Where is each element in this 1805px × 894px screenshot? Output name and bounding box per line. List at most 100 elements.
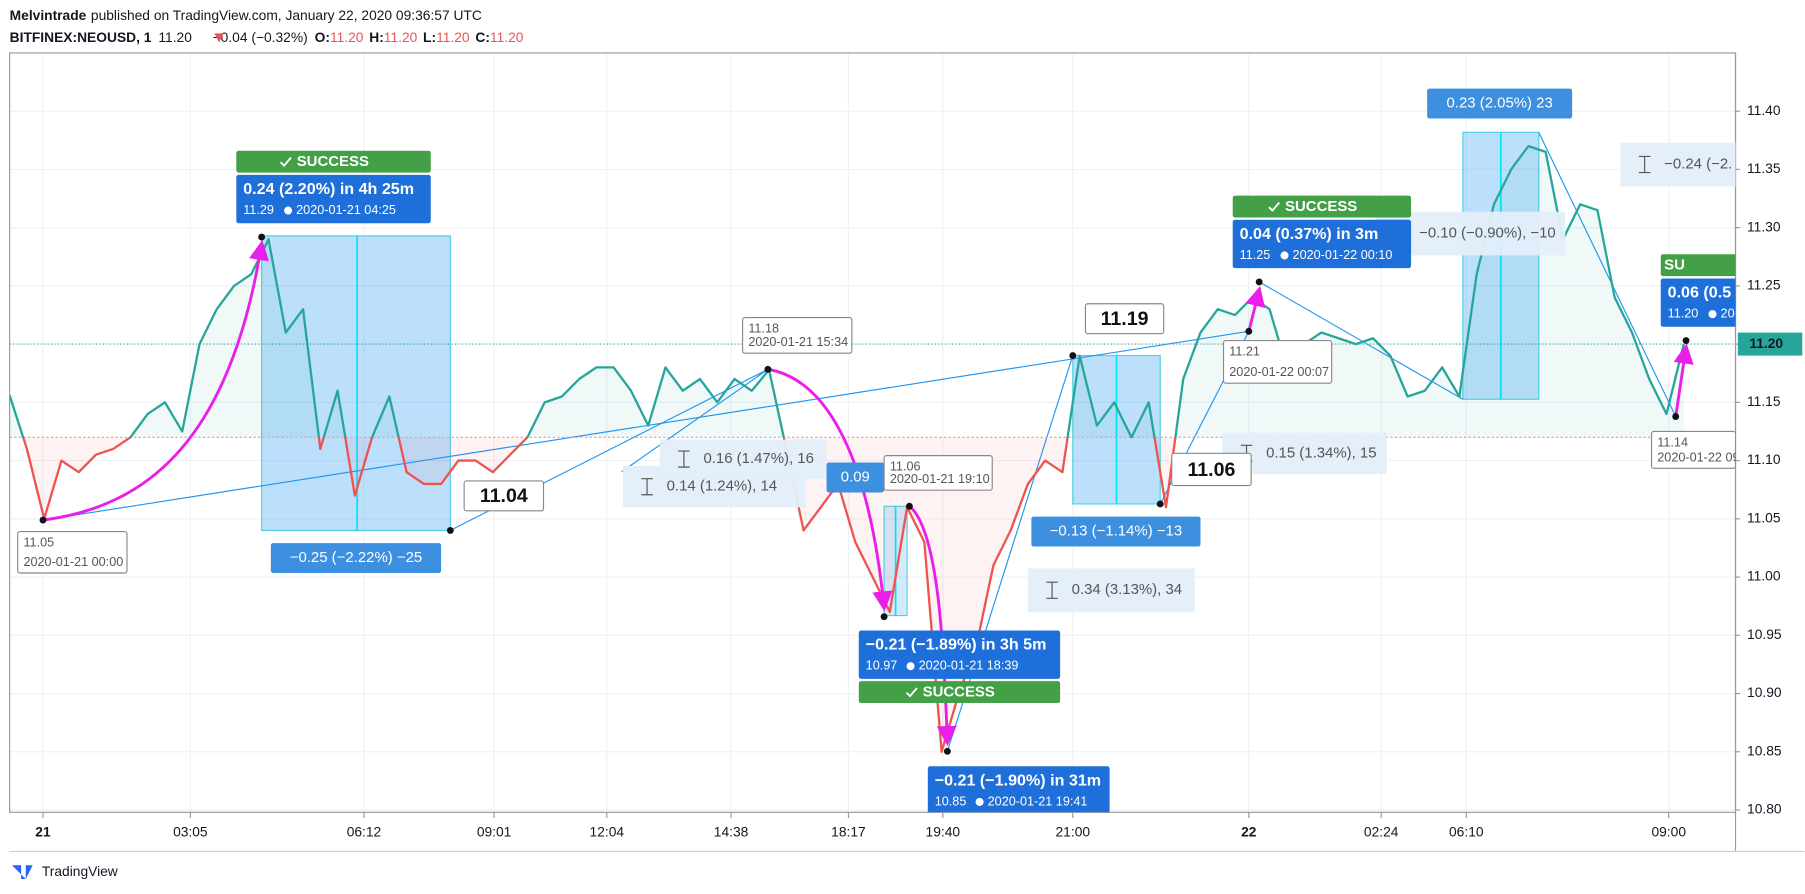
- y-tick-label: 11.05: [1747, 510, 1781, 525]
- forecast-price: 11.29: [243, 203, 274, 217]
- x-tick-label: 09:00: [1651, 825, 1686, 840]
- x-tick-label: 14:38: [714, 825, 749, 840]
- x-tick-label: 19:40: [926, 825, 961, 840]
- clock-icon: [284, 206, 293, 215]
- y-tick-label: 11.30: [1747, 219, 1781, 234]
- forecast-arrow: [1673, 343, 1694, 417]
- anchor-point: [880, 613, 888, 621]
- ohlc-value: 11.20: [384, 30, 418, 45]
- anchor-point: [1245, 327, 1253, 335]
- forecast-price: 11.25: [1240, 248, 1271, 262]
- change: −0.04 (−0.32%): [213, 30, 308, 45]
- forecast-time: 2020-01-22 00:10: [1293, 248, 1393, 262]
- down-arrow-icon: [214, 33, 224, 43]
- range-label: −0.13 (−1.14%) −13: [1050, 523, 1182, 540]
- measure-label: 0.15 (1.34%), 15: [1266, 444, 1376, 461]
- callout-time: 2020-01-21 19:10: [890, 472, 990, 486]
- x-tick-label: 21: [35, 825, 51, 840]
- x-tick-label: 12:04: [590, 825, 625, 840]
- measure-icon: [1638, 155, 1651, 174]
- y-tick-label: 11.00: [1747, 569, 1781, 584]
- measure-label: −0.10 (−0.90%), −10: [1419, 225, 1556, 242]
- y-tick-label: 11.25: [1747, 278, 1781, 293]
- ohlc-key: O:: [315, 30, 330, 45]
- price-callout-box: [17, 530, 128, 574]
- range-label: 0.09: [841, 468, 870, 485]
- measure-label: 0.14 (1.24%), 14: [667, 478, 777, 495]
- logo-icon: [11, 865, 33, 880]
- price-callout-box: [1084, 303, 1165, 335]
- y-tick-label: 10.85: [1747, 743, 1782, 758]
- anchor-point: [1255, 278, 1263, 286]
- anchor-point: [446, 526, 454, 534]
- callout-price: 11.06: [890, 459, 921, 473]
- callout-time: 2020-01-21 15:34: [748, 335, 848, 349]
- y-tick-label: 10.95: [1747, 627, 1782, 642]
- trend-line: [1258, 281, 1464, 400]
- range-label: −0.25 (−2.22%) −25: [290, 549, 422, 566]
- x-tick-label: 22: [1241, 825, 1257, 840]
- axes: 10.80 10.85 10.90 10.95 11.00 11.05 11.10 11.15…: [35, 103, 1803, 840]
- clock-icon: [906, 662, 915, 671]
- ohlc-key: C:: [475, 30, 490, 45]
- price-callout-box: [1171, 452, 1252, 487]
- last-price-badge: [1737, 332, 1803, 356]
- measure-label-box: [1027, 568, 1195, 613]
- forecast-time: 2020-01-21 04:25: [296, 203, 396, 217]
- header-line-1: Melvintrade published on TradingView.com,…: [10, 8, 482, 23]
- x-tick-label: 18:17: [831, 825, 866, 840]
- measure-icon: [1046, 581, 1058, 599]
- success-badge: [858, 681, 1061, 704]
- y-tick-label: 10.80: [1747, 802, 1782, 817]
- y-tick-label: 11.35: [1747, 161, 1781, 176]
- x-tick-label: 09:01: [477, 825, 512, 840]
- y-tick-label: 11.40: [1747, 103, 1781, 118]
- forecast-change: 0.04 (0.37%) in 3m: [1240, 225, 1379, 243]
- author: Melvintrade: [10, 8, 87, 23]
- forecast-box: [1660, 278, 1736, 327]
- forecast-box: [1232, 219, 1412, 269]
- clock-icon: [1708, 310, 1717, 319]
- measure-icon: [641, 478, 653, 496]
- check-icon: [279, 157, 292, 168]
- success-badge: [236, 150, 431, 173]
- x-tick-label: 02:24: [1364, 825, 1399, 840]
- check-icon: [905, 687, 918, 698]
- x-tick-label: 06:10: [1449, 825, 1484, 840]
- price-line: [9, 144, 1685, 753]
- range-label-box: [826, 462, 885, 493]
- header-line-2: BITFINEX:NEOUSD, 1 11.20 −0.04 (−0.32%) O:1…: [10, 30, 524, 45]
- ohlc-value: 11.20: [436, 30, 470, 45]
- check-icon: [1647, 260, 1660, 271]
- success-label: SUCCESS: [923, 684, 995, 701]
- range-label: 0.23 (2.05%) 23: [1447, 95, 1553, 112]
- price-callout-box: [741, 316, 853, 354]
- forecast-price: 10.97: [866, 659, 898, 673]
- callout-price: 11.06: [1188, 459, 1236, 481]
- forecast-change: 0.24 (2.20%) in 4h 25m: [243, 180, 414, 198]
- callout-price: 11.21: [1229, 344, 1260, 358]
- ohlc-value: 11.20: [330, 30, 364, 45]
- forecast-change: 0.06 (0.5: [1668, 284, 1732, 302]
- published: published on TradingView.com, January 22…: [91, 8, 482, 23]
- measure-icon: [678, 450, 690, 468]
- x-tick-label: 03:05: [173, 825, 208, 840]
- anchor-point: [1156, 500, 1164, 508]
- logo-text: TradingView: [42, 864, 118, 879]
- ohlc-key: H:: [369, 30, 384, 45]
- x-tick-label: 06:12: [347, 825, 382, 840]
- range-label-box: [1427, 88, 1573, 119]
- anchor-point: [39, 516, 47, 524]
- forecast-price: 11.20: [1668, 306, 1699, 320]
- price-callout-box: [463, 480, 545, 512]
- callout-price: 11.05: [23, 535, 54, 549]
- forecast-arrow: [767, 367, 893, 612]
- callout-price: 11.18: [748, 321, 779, 335]
- ohlc-value: 11.20: [490, 30, 524, 45]
- range-label-box: [270, 543, 442, 573]
- measure-label: 0.16 (1.47%), 16: [703, 450, 813, 467]
- forecast-time: 2020-01-21 19:41: [988, 794, 1088, 808]
- forecast-time: 20: [1721, 306, 1735, 320]
- anchor-point: [1682, 337, 1690, 345]
